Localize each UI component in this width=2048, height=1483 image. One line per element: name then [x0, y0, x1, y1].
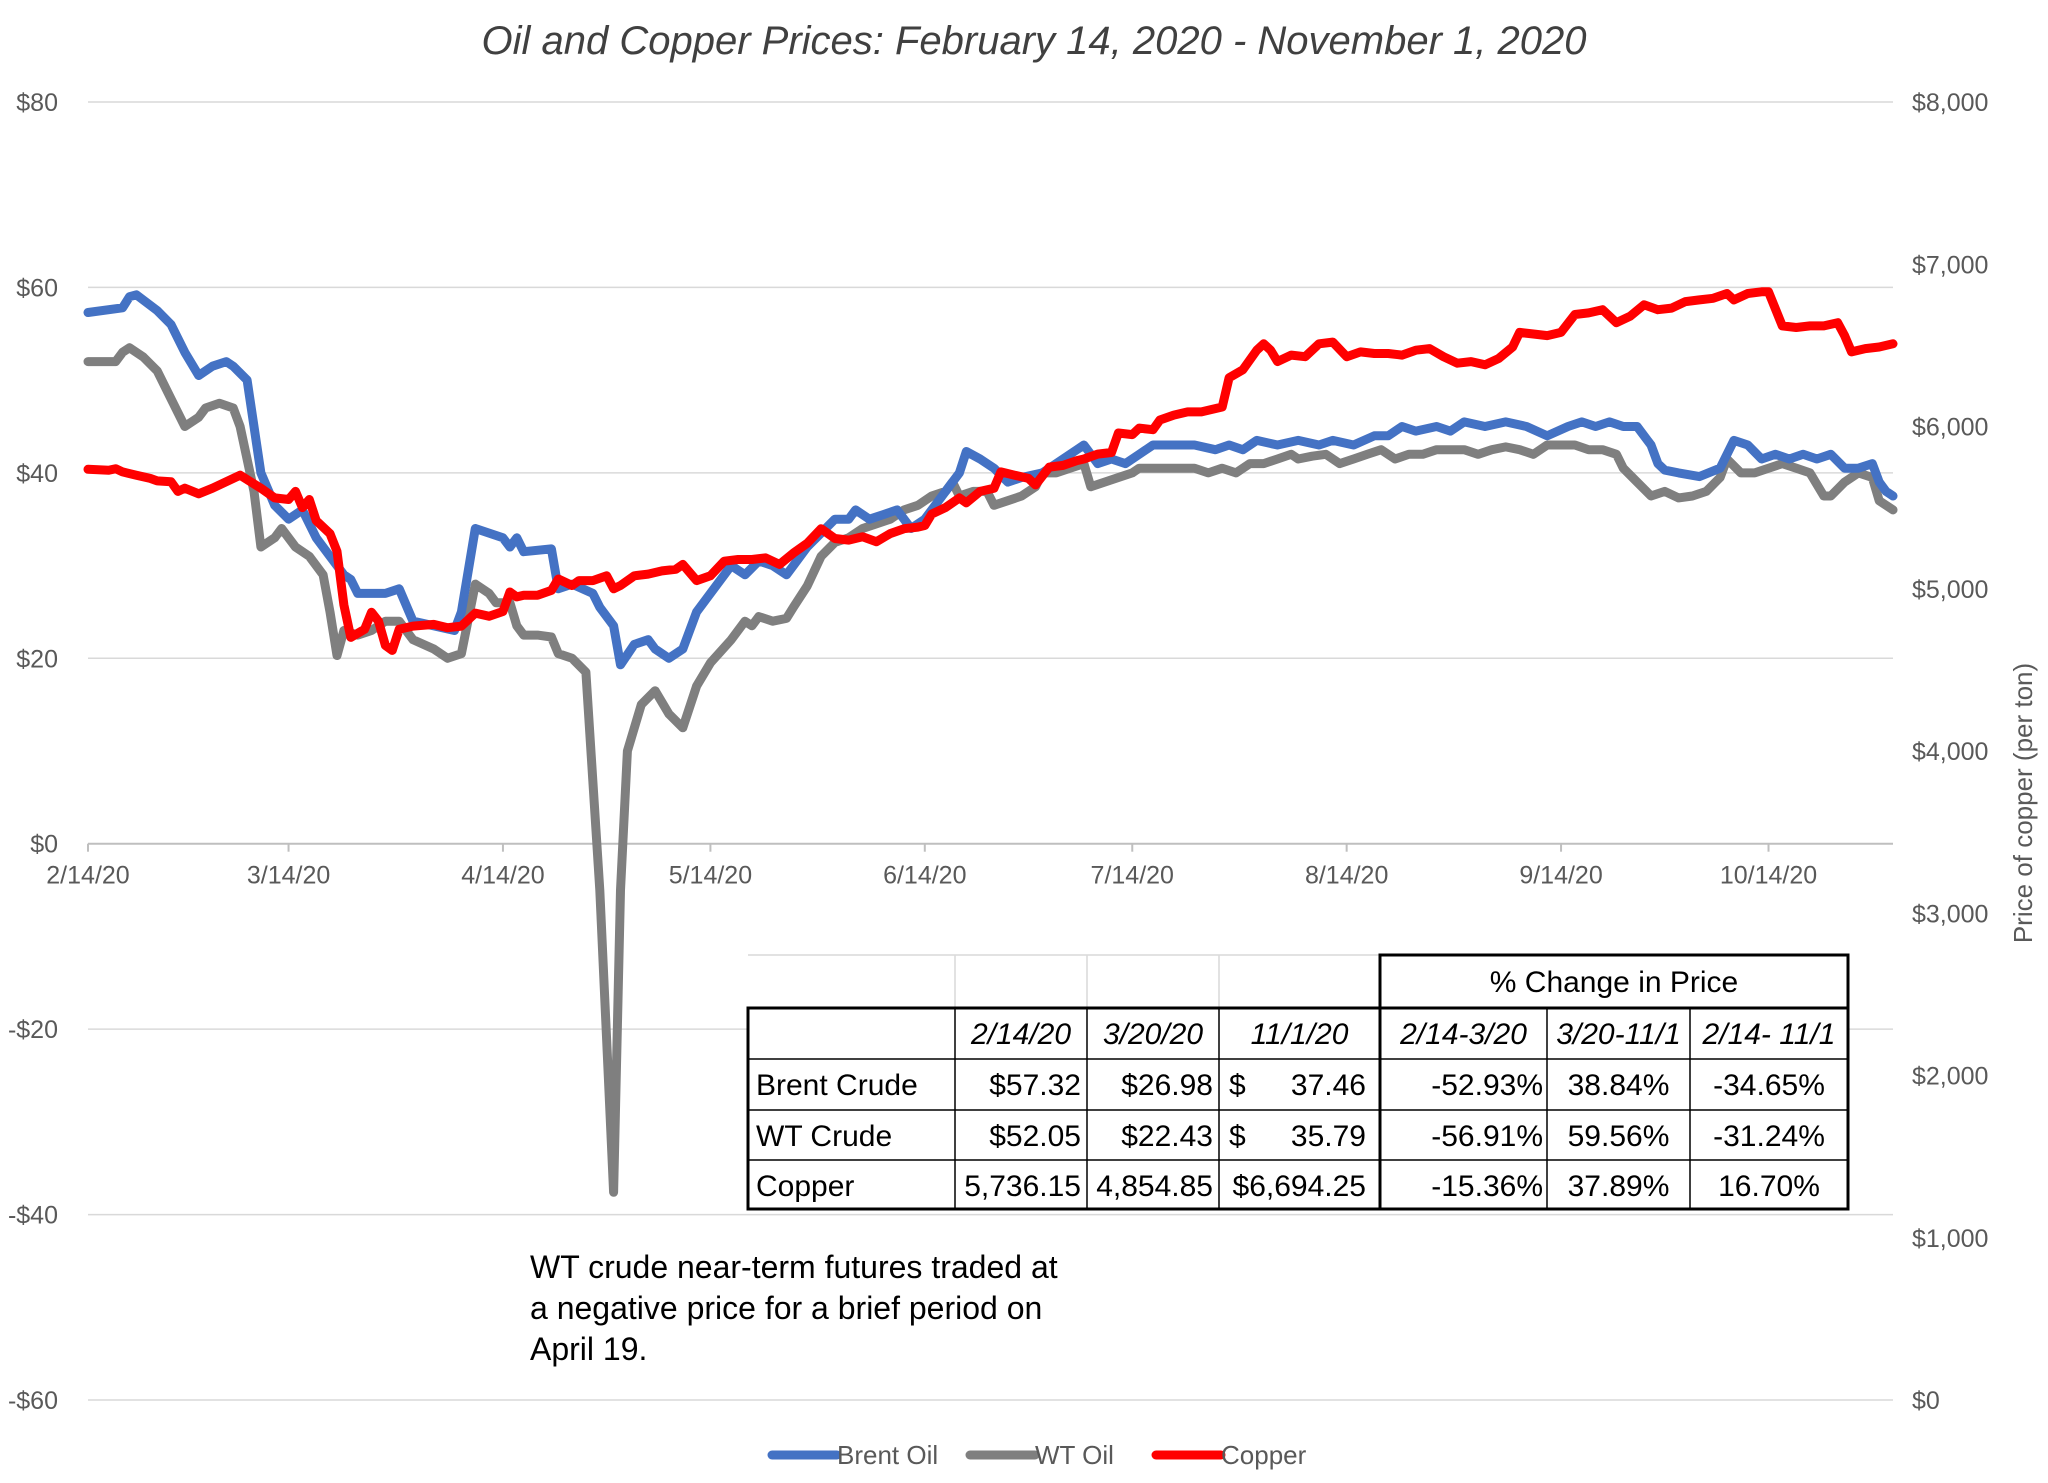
x-tick-label: 10/14/20 [1720, 862, 1817, 890]
legend-label: WT Oil [1035, 1440, 1114, 1470]
annotation-line: a negative price for a brief period on [530, 1290, 1042, 1326]
table-cell: $26.98 [1121, 1069, 1213, 1102]
x-tick-label: 7/14/20 [1091, 862, 1174, 890]
left-axis-ticks: $80 $60 $40 $20 $0 -$20 -$40 -$60 [8, 89, 58, 1415]
y-left-tick-label: $40 [16, 460, 58, 488]
table-cell-currency: $ [1229, 1069, 1246, 1102]
table-cell: $57.32 [989, 1069, 1081, 1102]
table-cell: 59.56% [1568, 1120, 1670, 1153]
y-right-tick-label: $3,000 [1912, 900, 1988, 928]
table-column-header: 2/14-3/20 [1399, 1018, 1527, 1051]
table-row-label: Brent Crude [756, 1069, 918, 1102]
y-left-tick-label: -$20 [8, 1016, 58, 1044]
table-row-label: WT Crude [756, 1120, 892, 1153]
x-tick-label: 5/14/20 [669, 862, 752, 890]
table-cell: 35.79 [1291, 1120, 1366, 1153]
x-tick-label: 2/14/20 [46, 862, 129, 890]
y-right-tick-label: $5,000 [1912, 576, 1988, 604]
series-line-brent-oil [83, 290, 1898, 670]
table-column-header: 2/14/20 [970, 1018, 1071, 1051]
table-column-header: 3/20-11/1 [1556, 1018, 1681, 1051]
annotation-line: WT crude near-term futures traded at [530, 1249, 1058, 1285]
series-line-copper [83, 287, 1898, 655]
right-axis-ticks: $8,000 $7,000 $6,000 $5,000 $4,000 $3,000 $2,0… [1912, 89, 1988, 1415]
table-cell-currency: $ [1229, 1120, 1246, 1153]
y-left-tick-label: -$40 [8, 1202, 58, 1230]
table-cell: 5,736.15 [964, 1170, 1081, 1203]
table-row-label: Copper [756, 1170, 854, 1203]
table-cell: -52.93% [1431, 1069, 1543, 1102]
table-column-header: 2/14- 11/1 [1702, 1018, 1836, 1051]
legend-label: Brent Oil [837, 1440, 938, 1470]
table-cell: 38.84% [1568, 1069, 1670, 1102]
y-left-tick-label: -$60 [8, 1387, 58, 1415]
y-right-tick-label: $8,000 [1912, 89, 1988, 117]
y-right-tick-label: $4,000 [1912, 738, 1988, 766]
table-border [746, 1006, 1850, 1211]
table-cell: $22.43 [1121, 1120, 1213, 1153]
x-tick-label: 4/14/20 [461, 862, 544, 890]
table-column-header: 3/20/20 [1103, 1018, 1203, 1051]
chart-title: Oil and Copper Prices: February 14, 2020… [481, 19, 1586, 63]
y-left-tick-label: $60 [16, 274, 58, 302]
table-cell: -31.24% [1713, 1120, 1825, 1153]
x-axis-ticks: 2/14/20 3/14/20 4/14/20 5/14/20 6/14/20 7/14/… [46, 843, 1817, 890]
right-axis-label: Price of copper (per ton) [2008, 663, 2038, 943]
table-cell: $6,694.25 [1233, 1170, 1366, 1203]
x-tick-label: 8/14/20 [1305, 862, 1388, 890]
y-right-tick-label: $7,000 [1912, 251, 1988, 279]
y-right-tick-label: $1,000 [1912, 1225, 1988, 1253]
y-left-tick-label: $20 [16, 645, 58, 673]
group-header-label: % Change in Price [1490, 966, 1738, 999]
table-cell: -34.65% [1713, 1069, 1825, 1102]
x-tick-label: 9/14/20 [1519, 862, 1602, 890]
table-cell: 16.70% [1718, 1170, 1820, 1203]
y-right-tick-label: $2,000 [1912, 1063, 1988, 1091]
series-lines [83, 287, 1898, 1197]
table-cell: -15.36% [1431, 1170, 1543, 1203]
table-background [748, 955, 1848, 1209]
x-tick-label: 6/14/20 [883, 862, 966, 890]
y-left-tick-label: $80 [16, 89, 58, 117]
x-tick-label: 3/14/20 [247, 862, 330, 890]
legend: Brent Oil WT Oil Copper [767, 1440, 1307, 1470]
annotation-text: WT crude near-term futures traded at a ne… [530, 1249, 1058, 1367]
y-left-tick-label: $0 [30, 831, 58, 859]
annotation-line: April 19. [530, 1331, 647, 1367]
table-column-header: 11/1/20 [1251, 1018, 1349, 1051]
table-cell: 4,854.85 [1096, 1170, 1213, 1203]
table-cell: 37.46 [1291, 1069, 1366, 1102]
table-cell: $52.05 [989, 1120, 1081, 1153]
y-right-tick-label: $6,000 [1912, 414, 1988, 442]
y-right-tick-label: $0 [1912, 1387, 1940, 1415]
table-cell: 37.89% [1568, 1170, 1670, 1203]
legend-label: Copper [1221, 1440, 1307, 1470]
price-change-table: % Change in Price 2/14/20 3/20/20 11/1/20 2/… [746, 953, 1850, 1211]
table-cell: -56.91% [1431, 1120, 1543, 1153]
